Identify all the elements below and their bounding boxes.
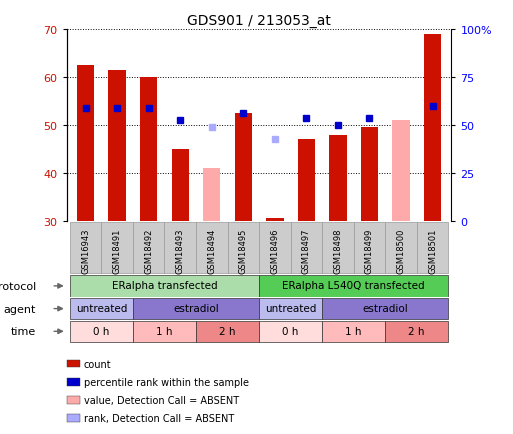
Text: GSM18495: GSM18495 xyxy=(239,228,248,273)
FancyBboxPatch shape xyxy=(133,298,259,319)
Text: 2 h: 2 h xyxy=(219,326,236,336)
Text: GSM18501: GSM18501 xyxy=(428,228,437,273)
FancyBboxPatch shape xyxy=(102,222,133,274)
Bar xyxy=(171,150,189,221)
Text: estradiol: estradiol xyxy=(362,303,408,313)
Text: time: time xyxy=(11,326,36,336)
FancyBboxPatch shape xyxy=(70,276,259,297)
FancyBboxPatch shape xyxy=(133,321,196,342)
Text: GSM16943: GSM16943 xyxy=(81,228,90,273)
Text: value, Detection Call = ABSENT: value, Detection Call = ABSENT xyxy=(84,395,239,405)
Text: GSM18498: GSM18498 xyxy=(333,228,342,273)
Text: estradiol: estradiol xyxy=(173,303,219,313)
FancyBboxPatch shape xyxy=(259,298,322,319)
FancyBboxPatch shape xyxy=(196,222,228,274)
Text: GSM18491: GSM18491 xyxy=(113,228,122,273)
Text: GSM18494: GSM18494 xyxy=(207,228,216,273)
Text: ERalpha transfected: ERalpha transfected xyxy=(112,281,218,291)
Bar xyxy=(329,135,347,221)
FancyBboxPatch shape xyxy=(322,298,448,319)
Text: 2 h: 2 h xyxy=(408,326,425,336)
Text: 1 h: 1 h xyxy=(345,326,362,336)
Text: untreated: untreated xyxy=(265,303,317,313)
Text: protocol: protocol xyxy=(0,281,36,291)
FancyBboxPatch shape xyxy=(322,222,353,274)
FancyBboxPatch shape xyxy=(290,222,322,274)
Bar xyxy=(266,219,284,221)
Text: untreated: untreated xyxy=(76,303,127,313)
Text: agent: agent xyxy=(4,304,36,314)
FancyBboxPatch shape xyxy=(385,222,417,274)
Text: GSM18496: GSM18496 xyxy=(270,228,280,273)
Text: count: count xyxy=(84,359,111,368)
Text: GSM18492: GSM18492 xyxy=(144,228,153,273)
FancyBboxPatch shape xyxy=(259,321,322,342)
FancyBboxPatch shape xyxy=(70,298,133,319)
FancyBboxPatch shape xyxy=(417,222,448,274)
Text: GSM18493: GSM18493 xyxy=(176,228,185,273)
Bar xyxy=(140,78,157,221)
FancyBboxPatch shape xyxy=(165,222,196,274)
Bar xyxy=(392,121,410,221)
FancyBboxPatch shape xyxy=(259,276,448,297)
FancyBboxPatch shape xyxy=(70,222,102,274)
Bar xyxy=(108,71,126,221)
FancyBboxPatch shape xyxy=(70,321,133,342)
Bar xyxy=(424,35,441,221)
Text: GSM18500: GSM18500 xyxy=(397,228,405,273)
Bar xyxy=(77,66,94,221)
FancyBboxPatch shape xyxy=(322,321,385,342)
FancyBboxPatch shape xyxy=(133,222,165,274)
Text: percentile rank within the sample: percentile rank within the sample xyxy=(84,377,249,387)
Text: GSM18499: GSM18499 xyxy=(365,228,374,273)
Text: 0 h: 0 h xyxy=(93,326,110,336)
FancyBboxPatch shape xyxy=(196,321,259,342)
FancyBboxPatch shape xyxy=(353,222,385,274)
Text: rank, Detection Call = ABSENT: rank, Detection Call = ABSENT xyxy=(84,414,234,423)
FancyBboxPatch shape xyxy=(259,222,290,274)
Bar xyxy=(361,128,378,221)
FancyBboxPatch shape xyxy=(385,321,448,342)
Text: 1 h: 1 h xyxy=(156,326,173,336)
Text: 0 h: 0 h xyxy=(283,326,299,336)
FancyBboxPatch shape xyxy=(228,222,259,274)
Bar xyxy=(234,114,252,221)
Text: GSM18497: GSM18497 xyxy=(302,228,311,273)
Bar xyxy=(298,140,315,221)
Title: GDS901 / 213053_at: GDS901 / 213053_at xyxy=(187,14,331,28)
Text: ERalpha L540Q transfected: ERalpha L540Q transfected xyxy=(282,281,425,291)
Bar xyxy=(203,169,221,221)
